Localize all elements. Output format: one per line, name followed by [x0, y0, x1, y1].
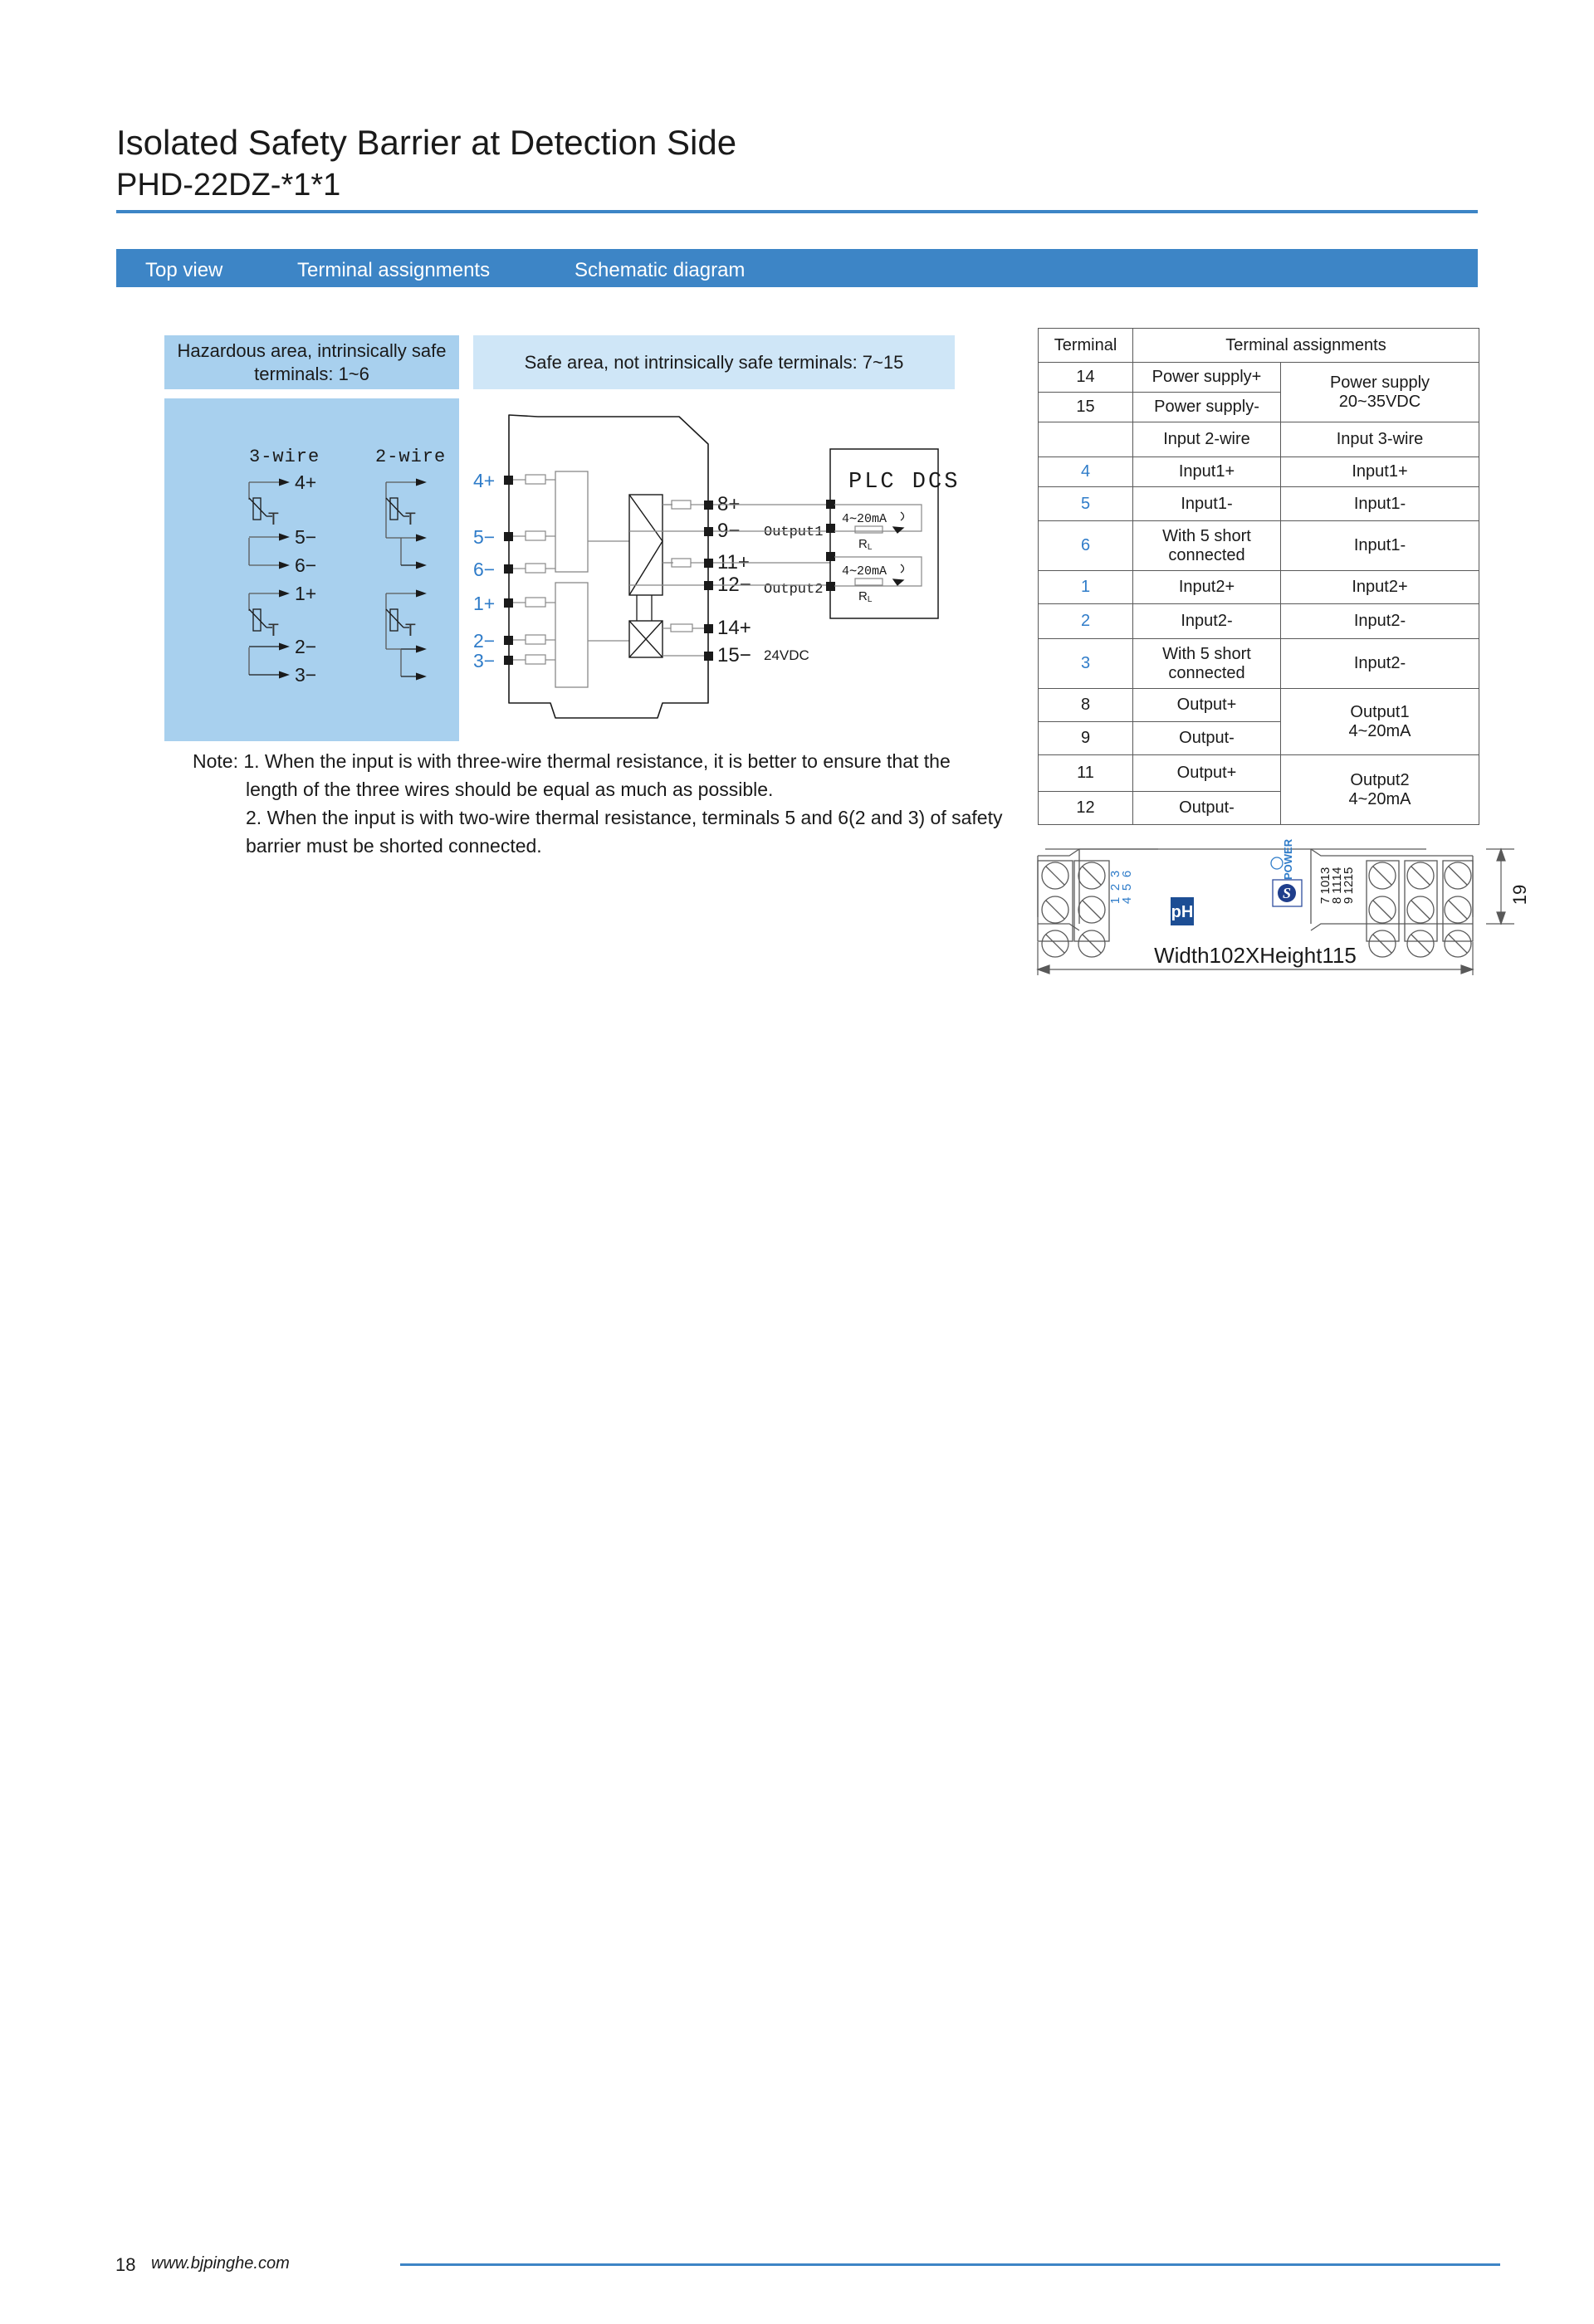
svg-text:19: 19 [1509, 885, 1530, 905]
svg-text:POWER: POWER [1282, 838, 1294, 880]
svg-text:6: 6 [1120, 871, 1134, 877]
svg-text:Width102XHeight115: Width102XHeight115 [1154, 943, 1357, 968]
svg-text:5: 5 [1120, 884, 1134, 891]
svg-text:15: 15 [1342, 867, 1356, 881]
svg-text:12: 12 [1342, 881, 1356, 895]
svg-text:S: S [1283, 885, 1291, 901]
svg-text:9: 9 [1342, 897, 1356, 904]
svg-text:4: 4 [1120, 897, 1134, 904]
svg-text:pH: pH [1171, 903, 1194, 921]
